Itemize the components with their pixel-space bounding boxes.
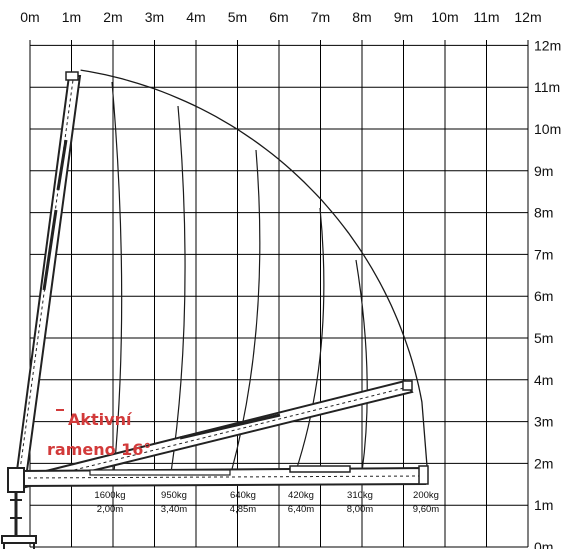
load-zone-curve <box>111 81 123 473</box>
load-labels: 1600kg 2,00m 950kg 3,40m 640kg 4,85m 420kg 6,40… <box>94 490 439 515</box>
y-tick-label: 12m <box>534 37 561 53</box>
x-tick-label: 6m <box>269 9 288 25</box>
load-label: 420kg 6,40m <box>288 490 314 515</box>
y-tick-label: 7m <box>534 246 553 262</box>
x-tick-label: 4m <box>186 9 205 25</box>
annotation-line2: rameno 16° <box>47 440 151 459</box>
reach-envelope <box>80 69 428 467</box>
x-tick-label: 9m <box>394 9 413 25</box>
y-tick-label: 4m <box>534 372 553 388</box>
y-tick-label: 11m <box>534 79 560 95</box>
y-tick-label: 5m <box>534 330 553 346</box>
x-tick-label: 2m <box>103 9 122 25</box>
load-zone-curve <box>355 259 368 473</box>
x-tick-label: 12m <box>514 9 541 25</box>
load-value: 200kg <box>413 490 439 501</box>
reach-value: 6,40m <box>288 504 314 515</box>
x-tick-label: 3m <box>145 9 164 25</box>
load-label: 1600kg 2,00m <box>94 490 125 515</box>
x-tick-label: 1m <box>62 9 81 25</box>
load-value: 640kg <box>230 490 256 501</box>
load-zone-curve <box>170 105 186 473</box>
x-tick-label: 0m <box>20 9 39 25</box>
load-label: 310kg 8,00m <box>347 490 373 515</box>
reach-value: 3,40m <box>161 504 187 515</box>
y-tick-label: 10m <box>534 121 561 137</box>
y-tick-label: 2m <box>534 455 553 471</box>
load-value: 310kg <box>347 490 373 501</box>
boom-vertical <box>14 71 82 479</box>
y-axis-labels: 0m 1m 2m 3m 4m 5m 6m 7m 8m 9m 10m 11m 12m <box>534 37 561 549</box>
annotation-line1: Aktivní <box>68 410 133 429</box>
load-label: 950kg 3,40m <box>161 490 187 515</box>
boom-horizontal <box>17 465 429 488</box>
y-tick-label: 0m <box>534 539 553 549</box>
x-tick-label: 10m <box>431 9 458 25</box>
load-zone-curve <box>295 207 325 473</box>
reach-value: 8,00m <box>347 504 373 515</box>
x-tick-label: 11m <box>473 9 499 25</box>
load-label: 200kg 9,60m <box>413 490 439 515</box>
load-label: 640kg 4,85m <box>230 490 256 515</box>
y-tick-label: 1m <box>534 497 553 513</box>
x-tick-label: 5m <box>228 9 247 25</box>
reach-value: 4,85m <box>230 504 256 515</box>
y-tick-label: 3m <box>534 414 553 430</box>
crane-booms <box>1 71 429 549</box>
reach-value: 9,60m <box>413 504 439 515</box>
active-boom-annotation: Aktivní rameno 16° <box>47 409 151 459</box>
y-tick-label: 6m <box>534 288 553 304</box>
chart-grid <box>29 40 529 548</box>
load-value: 1600kg <box>94 490 125 501</box>
y-tick-label: 9m <box>534 163 553 179</box>
crane-base <box>1 467 37 549</box>
load-value: 420kg <box>288 490 314 501</box>
load-value: 950kg <box>161 490 187 501</box>
x-axis-labels: 0m 1m 2m 3m 4m 5m 6m 7m 8m 9m 10m 11m 12m <box>20 9 541 25</box>
reach-value: 2,00m <box>97 504 123 515</box>
y-tick-label: 8m <box>534 205 553 221</box>
load-zone-curves <box>80 69 428 473</box>
x-tick-label: 8m <box>352 9 371 25</box>
x-tick-label: 7m <box>311 9 330 25</box>
